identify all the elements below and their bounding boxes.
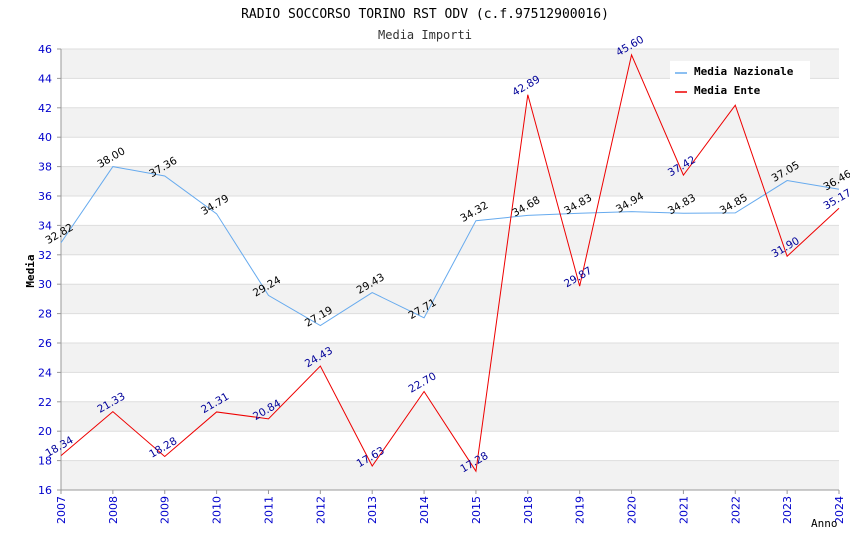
- x-tick-label: 2021: [677, 496, 690, 524]
- grid-band: [61, 107, 839, 138]
- y-tick-labels: 16 18 20 22 24 26 28 30 32 34 36 38 40 42 44 46: [38, 43, 52, 497]
- grid-bands: [61, 49, 839, 490]
- series-line-media-nazionale: [60, 166, 840, 327]
- y-tick-label: 18: [38, 455, 52, 468]
- data-label: 34.32: [458, 199, 490, 224]
- legend-box: [670, 61, 810, 101]
- x-tick-label: 2011: [262, 496, 275, 524]
- y-tick-label: 42: [38, 102, 52, 115]
- y-tick-label: 38: [38, 161, 52, 174]
- y-tick-label: 30: [38, 278, 52, 291]
- axes: [57, 48, 840, 494]
- y-tick-label: 26: [38, 337, 52, 350]
- legend-label-media-nazionale: Media Nazionale: [694, 65, 794, 78]
- grid-band: [61, 460, 839, 490]
- x-tick-label: 2010: [211, 496, 224, 524]
- x-tick-label: 2012: [314, 496, 327, 524]
- y-tick-label: 32: [38, 249, 52, 262]
- x-tick-label: 2020: [626, 496, 639, 524]
- grid-band: [61, 284, 839, 314]
- x-tick-label: 2009: [159, 496, 172, 524]
- chart-title: RADIO SOCCORSO TORINO RST ODV (c.f.97512…: [241, 7, 609, 22]
- x-tick-labels: 2007 2008 2009 2010 2011 2012 2013 2014 2015 2018…: [55, 496, 846, 524]
- y-tick-label: 44: [38, 72, 52, 85]
- data-label: 18.28: [147, 435, 179, 460]
- series-line-media-ente: [60, 53, 840, 473]
- y-tick-label: 16: [38, 484, 52, 497]
- chart-subtitle: Media Importi: [378, 28, 472, 42]
- x-tick-label: 2023: [781, 496, 794, 524]
- x-tick-label: 2007: [55, 496, 68, 524]
- x-tick-label: 2014: [418, 496, 431, 524]
- x-tick-label: 2008: [107, 496, 120, 524]
- grid-band: [61, 166, 839, 196]
- data-label: 22.70: [407, 370, 439, 395]
- y-tick-label: 20: [38, 425, 52, 438]
- x-tick-label: 2022: [729, 496, 742, 524]
- y-tick-label: 36: [38, 190, 52, 203]
- y-axis-label: Media: [24, 254, 37, 287]
- series-lines: [60, 53, 840, 473]
- y-tick-label: 22: [38, 396, 52, 409]
- y-tick-label: 40: [38, 131, 52, 144]
- grid-band: [61, 343, 839, 373]
- grid-band: [61, 225, 839, 255]
- x-tick-label: 2015: [470, 496, 483, 524]
- x-axis-label: Anno: [811, 517, 838, 530]
- legend: Media Nazionale Media Ente: [670, 61, 810, 101]
- legend-label-media-ente: Media Ente: [694, 84, 761, 97]
- y-tick-label: 34: [38, 219, 52, 232]
- x-tick-label: 2024: [833, 496, 846, 524]
- y-tick-label: 46: [38, 43, 52, 56]
- x-tick-label: 2013: [366, 496, 379, 524]
- y-tick-label: 28: [38, 308, 52, 321]
- y-tick-label: 24: [38, 366, 52, 379]
- x-tick-label: 2018: [522, 496, 535, 524]
- x-tick-label: 2019: [574, 496, 587, 524]
- grid-band: [61, 401, 839, 432]
